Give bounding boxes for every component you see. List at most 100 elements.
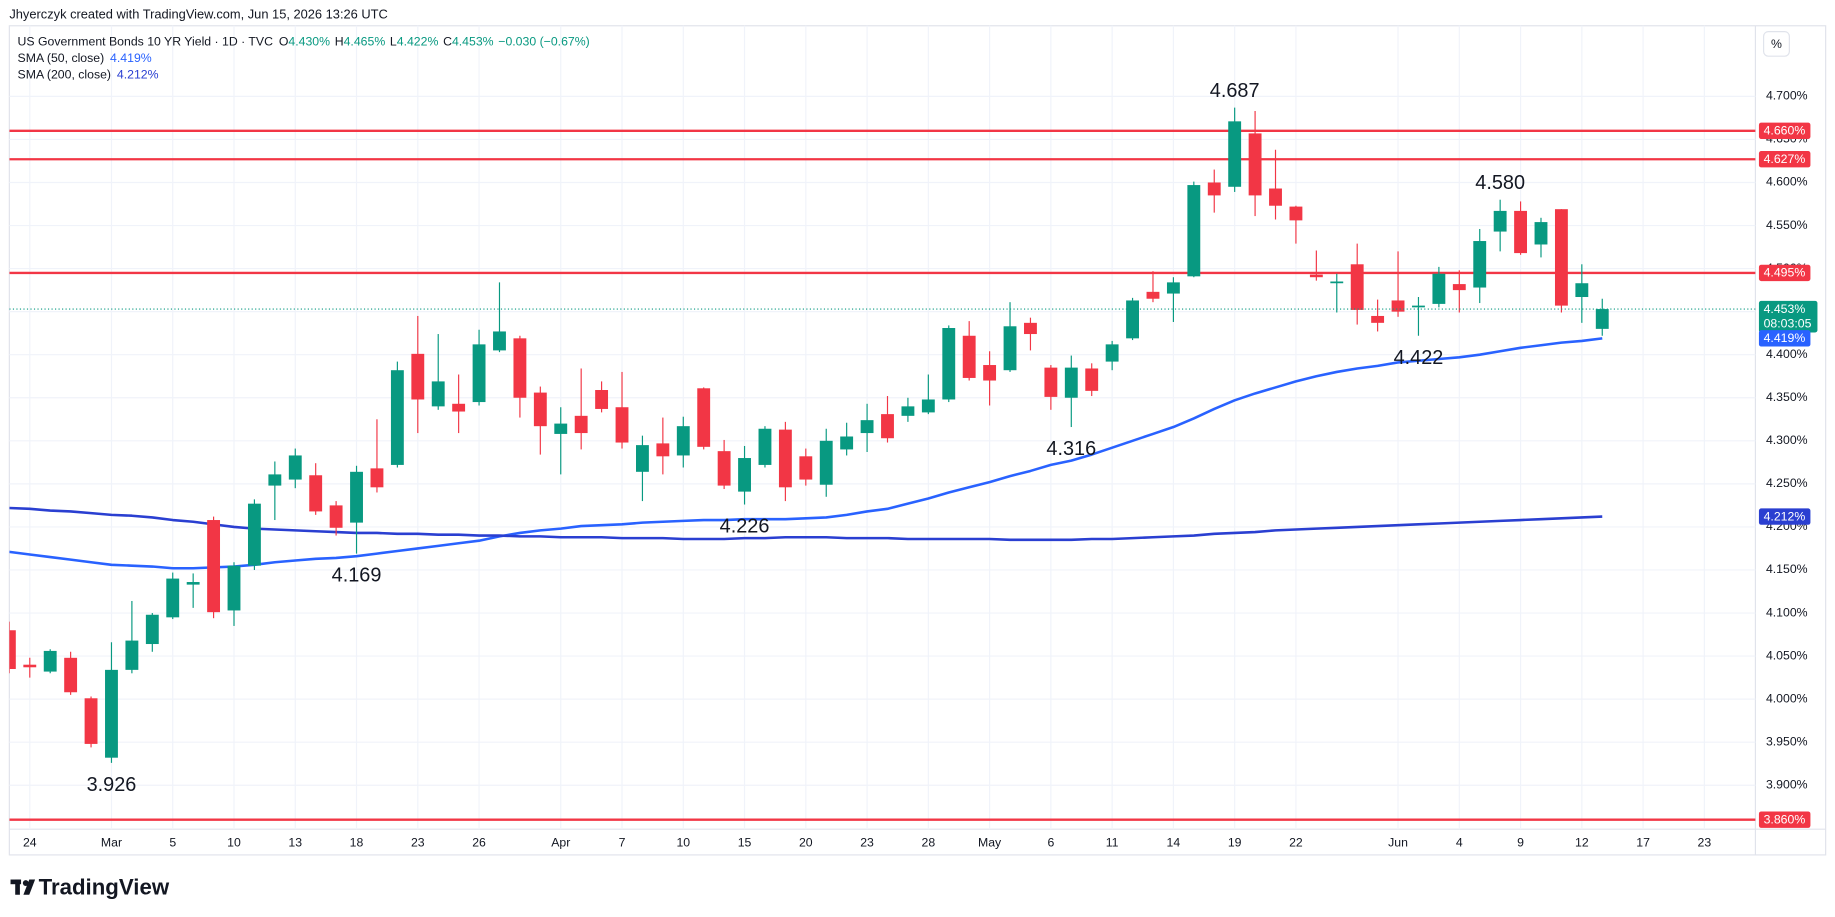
candle-body	[656, 443, 670, 457]
candle-body	[1085, 368, 1099, 391]
candle-body	[1514, 210, 1528, 254]
candle-body	[309, 475, 323, 512]
candle-body	[574, 415, 588, 434]
candle-body	[350, 471, 363, 523]
candle-body	[635, 445, 649, 472]
price-annotation: 3.926	[87, 774, 137, 796]
scale-button[interactable]: %	[1763, 31, 1790, 57]
y-tick-label: 4.250%	[1766, 476, 1808, 490]
legend-key: C	[443, 35, 452, 49]
hline-label: 4.495%	[1764, 266, 1806, 280]
candle-body	[1187, 185, 1201, 277]
candle-body	[23, 664, 37, 668]
legend-change: −0.030 (−0.67%)	[498, 35, 589, 49]
legend-value: 4.465%	[344, 35, 386, 49]
candle-body	[1330, 281, 1344, 284]
y-tick-label: 4.700%	[1766, 89, 1808, 103]
candle-body	[431, 381, 445, 407]
logo-slash	[23, 879, 36, 895]
y-tick-label: 3.900%	[1766, 777, 1808, 791]
candle-body	[881, 414, 894, 439]
x-tick-label: 14	[1167, 835, 1181, 849]
x-tick-label: 17	[1636, 835, 1650, 849]
x-tick-label: 11	[1106, 835, 1119, 849]
y-tick-label: 4.100%	[1766, 605, 1808, 619]
candle-body	[1554, 209, 1568, 306]
indicator-label: 4.212%	[1764, 509, 1806, 523]
sma-line	[9, 506, 1603, 542]
candle-body	[983, 365, 997, 381]
x-tick-label: Jun	[1388, 835, 1408, 849]
x-tick-label: 24	[23, 835, 37, 849]
candle-body	[166, 578, 180, 618]
plot-area	[9, 107, 1756, 821]
candle-body	[43, 650, 57, 672]
scale-button-label[interactable]: %	[1771, 37, 1782, 51]
candle-body	[452, 403, 466, 412]
logo-icon	[10, 879, 36, 895]
candle-body	[860, 420, 874, 434]
y-tick-label: 4.600%	[1766, 175, 1808, 189]
x-tick-label: 23	[411, 835, 425, 849]
candle-body	[370, 468, 384, 488]
candle-body	[1412, 305, 1425, 308]
legend-main: US Government Bonds 10 YR Yield · 1D · T…	[18, 35, 590, 49]
hline-box	[1758, 122, 1811, 140]
candle-body	[329, 505, 343, 528]
x-tick-label: 7	[619, 835, 626, 849]
x-tick-label: May	[978, 835, 1002, 849]
x-tick-label: 10	[227, 835, 241, 849]
x-tick-label: 26	[472, 835, 486, 849]
candle-body	[901, 406, 915, 416]
legend-value: 4.453%	[452, 35, 494, 49]
candle-body	[533, 392, 547, 427]
indicator-label: 4.419%	[1764, 331, 1806, 345]
hline-label: 3.860%	[1764, 813, 1806, 827]
candle-body	[1371, 315, 1385, 323]
y-tick-label: 4.300%	[1766, 433, 1808, 447]
candle-body	[1207, 182, 1221, 196]
candle-body	[778, 429, 792, 488]
x-tick-label: 4	[1456, 835, 1463, 849]
candle-body	[1269, 188, 1282, 206]
x-tick-label: 20	[799, 835, 813, 849]
candle-body	[9, 630, 16, 670]
candle-body	[1534, 222, 1548, 245]
y-tick-label: 4.350%	[1766, 390, 1808, 404]
candle-body	[125, 640, 139, 670]
candle-body	[1166, 282, 1180, 294]
x-tick-label: 13	[288, 835, 302, 849]
x-tick-label: 19	[1228, 835, 1242, 849]
candle-body	[1146, 291, 1160, 299]
y-tick-label: 4.050%	[1766, 648, 1808, 662]
x-tick-label: 6	[1047, 835, 1054, 849]
indicator-name: SMA (200, close)	[18, 67, 111, 81]
candle-body	[738, 458, 751, 492]
x-tick-label: 10	[676, 835, 690, 849]
candle-body	[697, 388, 711, 447]
candle-body	[1473, 241, 1487, 288]
y-tick-label: 3.950%	[1766, 734, 1808, 748]
scale-button-frame[interactable]	[1763, 31, 1790, 57]
overlay: 4.687 3.926 4.169 4.226 4.316 4.422 4.580 4.660…	[87, 80, 1818, 828]
candle-body	[1595, 309, 1609, 329]
x-tick-label: 9	[1517, 835, 1524, 849]
indicator-value: 4.212%	[117, 67, 159, 81]
candle-body	[1248, 133, 1262, 196]
candle-body	[840, 436, 854, 450]
legend-value: 4.422%	[397, 35, 439, 49]
x-tick-label: 22	[1289, 835, 1303, 849]
last-price-box	[1758, 300, 1818, 333]
hline-label: 4.627%	[1764, 152, 1806, 166]
countdown-label: 08:03:05	[1764, 317, 1812, 331]
header: Jhyerczyk created with TradingView.com, …	[9, 7, 387, 22]
candle-body	[1126, 300, 1139, 339]
indicator-box	[1758, 330, 1811, 347]
candle-body	[554, 423, 568, 434]
candle-body	[1432, 273, 1446, 304]
price-annotation: 4.316	[1046, 438, 1096, 460]
candle-body	[799, 456, 813, 480]
x-tick-label: 15	[738, 835, 752, 849]
